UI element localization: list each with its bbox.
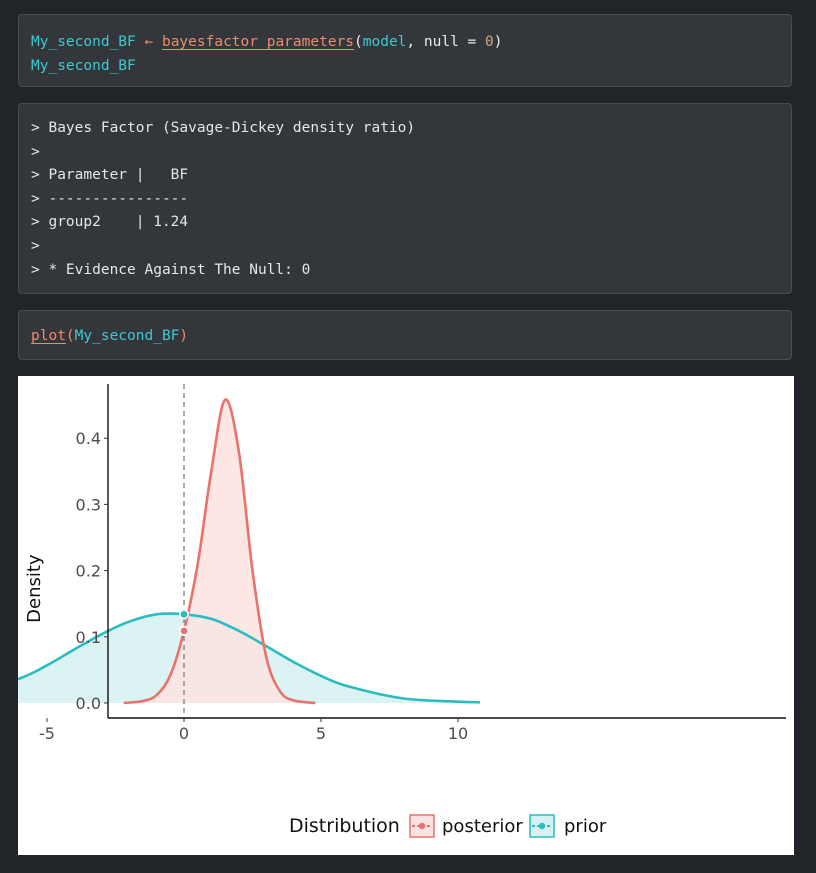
code-paren: ) xyxy=(493,34,503,50)
y-tick-label: 0.2 xyxy=(76,562,101,581)
code-cell-bayesfactor-source: My_second_BF ← bayesfactor_parameters(mo… xyxy=(19,15,791,78)
output-cell-bayesfactor: > Bayes Factor (Savage-Dickey density ra… xyxy=(18,103,792,294)
legend-key-point-prior xyxy=(538,822,546,830)
y-tick-label: 0.0 xyxy=(76,694,101,713)
density-area-posterior xyxy=(123,399,316,703)
output-line: > ---------------- xyxy=(31,190,189,207)
code-arg-plot: My_second_BF xyxy=(74,328,180,344)
y-axis-label: Density xyxy=(24,554,45,623)
code-variable-print: My_second_BF xyxy=(31,58,136,74)
function-link-plot[interactable]: plot xyxy=(31,328,66,344)
code-cell-plot-source: plot(My_second_BF) xyxy=(19,311,791,348)
plot-output: 0.00.10.20.30.4-10-50510DensityDistribut… xyxy=(18,376,794,855)
x-tick-label: 0 xyxy=(179,724,189,743)
output-line: > group2 | 1.24 xyxy=(31,214,189,231)
x-tick-label: 5 xyxy=(316,724,326,743)
code-equals: = xyxy=(458,34,486,50)
code-paren: ) xyxy=(179,328,189,344)
null-point-prior xyxy=(179,609,190,620)
y-tick-label: 0.1 xyxy=(76,628,101,647)
output-line: > xyxy=(31,143,40,160)
null-point-posterior xyxy=(179,625,190,636)
density-line-posterior xyxy=(123,398,316,705)
output-line: > Bayes Factor (Savage-Dickey density ra… xyxy=(31,120,416,136)
code-arg-model: model xyxy=(362,34,407,50)
code-number: 0 xyxy=(485,34,494,50)
x-tick-label: -5 xyxy=(39,724,55,743)
density-chart: 0.00.10.20.30.4-10-50510DensityDistribut… xyxy=(18,384,786,838)
x-tick-label: 10 xyxy=(448,724,468,743)
output-line: > * Evidence Against The Null: 0 xyxy=(31,261,311,278)
code-cell-bayesfactor[interactable]: My_second_BF ← bayesfactor_parameters(mo… xyxy=(18,14,792,87)
y-tick-label: 0.4 xyxy=(76,429,101,448)
console-output: > Bayes Factor (Savage-Dickey density ra… xyxy=(19,104,791,282)
legend-label-prior: prior xyxy=(564,816,607,837)
code-paren: ( xyxy=(65,328,75,344)
code-cell-plot[interactable]: plot(My_second_BF) xyxy=(18,310,792,360)
output-line: > Parameter | BF xyxy=(31,167,189,184)
code-arg-null: null xyxy=(423,34,459,50)
output-line: > xyxy=(31,237,40,254)
legend-key-point-posterior xyxy=(418,822,426,830)
y-tick-label: 0.3 xyxy=(76,495,101,514)
code-paren: ( xyxy=(354,34,363,50)
code-comma: , xyxy=(406,34,424,50)
code-variable: My_second_BF xyxy=(31,34,136,50)
legend-label-posterior: posterior xyxy=(442,816,523,837)
legend-title: Distribution xyxy=(289,815,400,837)
assignment-arrow: ← xyxy=(144,34,154,50)
function-link-bayesfactor-parameters[interactable]: bayesfactor_parameters xyxy=(161,34,355,50)
